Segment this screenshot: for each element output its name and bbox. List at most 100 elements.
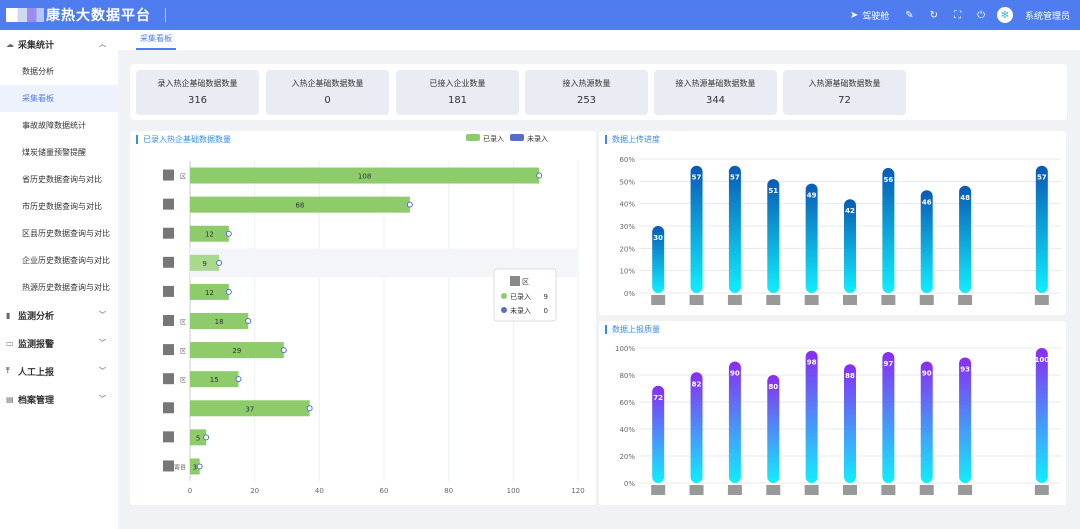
sidebar-group[interactable]: ☁ 采集统计 ︿: [0, 30, 118, 58]
bar[interactable]: [652, 226, 665, 293]
panel-title: 已录入热企基础数据数量: [136, 135, 231, 144]
sidebar-item[interactable]: 省历史数据查询与对比: [22, 175, 102, 184]
bar-value-label: 3: [193, 463, 197, 471]
sidebar-item[interactable]: 区县历史数据查询与对比: [22, 229, 110, 238]
bar-value-label: 100: [1035, 356, 1050, 364]
sidebar-group-label: 人工上报: [18, 367, 55, 378]
category-redaction: [689, 295, 704, 305]
x-tick-label: 20: [250, 487, 259, 495]
bar[interactable]: [190, 400, 310, 417]
bar[interactable]: [805, 350, 818, 483]
bar-end-marker: [406, 201, 413, 208]
bar[interactable]: [190, 196, 410, 213]
bar[interactable]: [690, 165, 703, 293]
bar[interactable]: [190, 254, 220, 271]
bar-value-label: 72: [653, 394, 663, 402]
bar[interactable]: [190, 167, 540, 184]
category-redaction: [651, 295, 666, 305]
sidebar-item[interactable]: 企业历史数据查询与对比: [22, 256, 110, 265]
sidebar-item[interactable]: 采集看板: [0, 85, 118, 112]
sidebar-group-label: 监测分析: [18, 311, 55, 322]
entered-data-panel: 已录入热企基础数据数量 已录入 未录入 0 20 40 60 80 100 120 108 区 68 1…: [130, 131, 596, 505]
sidebar-group[interactable]: ▮ 监测分析 ﹀: [0, 301, 118, 329]
category-redaction: [766, 485, 781, 495]
bar[interactable]: [190, 371, 239, 388]
bar[interactable]: [728, 165, 741, 293]
sidebar-item[interactable]: 热源历史数据查询与对比: [22, 283, 110, 292]
bar-value-label: 57: [1037, 174, 1047, 182]
y-tick-label: 20%: [619, 453, 635, 461]
bar-value-label: 15: [210, 376, 219, 384]
y-tick-label: 40%: [619, 201, 635, 209]
bar[interactable]: [959, 357, 972, 483]
sidebar-item[interactable]: 事故故障数据统计: [22, 121, 86, 130]
category-redaction: [689, 485, 704, 495]
bar[interactable]: [190, 458, 200, 475]
tab-collection-board[interactable]: 采集看板: [136, 33, 176, 50]
bar[interactable]: [190, 429, 207, 446]
bar-end-marker: [196, 463, 203, 470]
bar[interactable]: [1035, 165, 1048, 293]
refresh-icon[interactable]: ↻: [929, 9, 939, 21]
sidebar-group[interactable]: ▤ 档案管理 ﹀: [0, 385, 118, 413]
tab-bar: 采集看板: [118, 30, 1080, 50]
bar-value-label: 82: [692, 380, 702, 388]
x-tick-label: 0: [188, 487, 192, 495]
edit-icon[interactable]: ✎: [905, 9, 914, 21]
avatar[interactable]: ✻: [996, 7, 1013, 23]
panel-title: 数据上传进度: [605, 135, 660, 144]
category-redaction: [881, 485, 896, 495]
cockpit-link[interactable]: 驾驶舱: [862, 11, 890, 22]
category-redaction: [958, 295, 973, 305]
category-redaction: [843, 295, 857, 305]
sidebar-group[interactable]: ⤒ 人工上报 ﹀: [0, 357, 118, 385]
power-icon[interactable]: ⏻: [977, 9, 985, 21]
bar-end-marker: [245, 318, 252, 324]
bar-end-marker: [280, 347, 287, 354]
bar[interactable]: [805, 183, 818, 293]
x-tick-label: 60: [380, 487, 389, 495]
upload-progress-chart: 0% 10% 20% 30% 40% 50% 60% 30 57 57 51 49 42 56 46 48 57: [619, 156, 1061, 305]
fullscreen-icon[interactable]: ⛶: [954, 9, 962, 21]
bar-value-label: 88: [845, 372, 855, 380]
bar[interactable]: [190, 342, 284, 359]
bar-value-label: 57: [730, 174, 740, 182]
tooltip-value: 0: [544, 307, 548, 315]
bar[interactable]: [882, 352, 895, 483]
sidebar-item[interactable]: 市历史数据查询与对比: [22, 202, 102, 211]
bar[interactable]: [767, 375, 780, 483]
stat-card: 录入热企基础数据数量 316: [136, 70, 259, 115]
bar[interactable]: [190, 313, 249, 329]
bar[interactable]: [652, 385, 665, 483]
stats-panel: 录入热企基础数据数量 316 入热企基础数据数量 0 已接入企业数量 181 接入热源…: [130, 64, 1067, 120]
user-name[interactable]: 系统管理员: [1024, 11, 1070, 22]
category-redaction: [163, 256, 174, 268]
bar[interactable]: [959, 185, 972, 293]
bar[interactable]: [920, 190, 933, 293]
bar[interactable]: [1035, 348, 1048, 483]
bar[interactable]: [844, 364, 856, 483]
upload-icon: ⤒: [6, 366, 10, 375]
sidebar-item[interactable]: 数据分析: [22, 67, 54, 76]
bar[interactable]: [690, 372, 703, 483]
tooltip-value: 9: [544, 293, 548, 301]
bar[interactable]: [728, 361, 741, 484]
chevron-down-icon: ﹀: [99, 339, 106, 347]
x-tick-label: 100: [507, 487, 520, 495]
bar[interactable]: [190, 283, 229, 300]
send-icon[interactable]: ➤: [849, 9, 859, 21]
bar[interactable]: [190, 225, 229, 242]
bar-value-label: 29: [232, 347, 241, 355]
category-redaction: [843, 485, 857, 495]
bar[interactable]: [920, 361, 933, 484]
bar-value-label: 30: [653, 234, 663, 242]
bar-value-label: 108: [358, 173, 371, 181]
sidebar-item[interactable]: 煤炭储量预警提醒: [22, 148, 86, 157]
chevron-up-icon: ︿: [99, 40, 106, 48]
sidebar-group[interactable]: ▭ 监测报警 ﹀: [0, 329, 118, 357]
category-redaction: [919, 295, 934, 305]
category-label: 区: [180, 319, 186, 326]
bar[interactable]: [767, 179, 780, 293]
bar[interactable]: [844, 199, 856, 293]
bar[interactable]: [882, 167, 895, 293]
